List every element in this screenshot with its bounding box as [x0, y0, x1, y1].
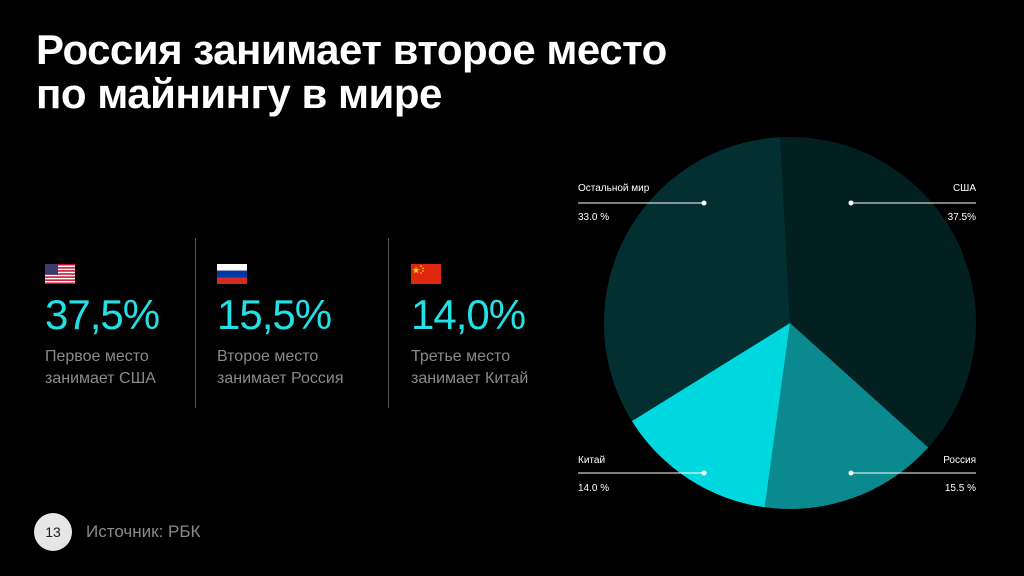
pie-slice-2 [631, 323, 790, 508]
stat-desc-usa: Первое место занимает США [45, 346, 159, 390]
stat-desc-line-2: занимает Россия [217, 370, 344, 387]
slice-label-name: США [953, 183, 976, 194]
title-line-1: Россия занимает второе место [36, 26, 667, 73]
slice-label-name: Остальной мир [578, 183, 650, 194]
flag-usa-icon [45, 264, 75, 284]
stat-value-usa: 37,5% [45, 291, 160, 338]
stat-desc-line-2: занимает США [45, 370, 156, 387]
stat-russia: 15,5% Второе место занимает Россия [217, 264, 344, 390]
stat-desc-china: Третье место занимает Китай [411, 346, 528, 390]
pie-slice-1 [764, 323, 929, 509]
slice-label-value: 33.0 % [578, 212, 609, 223]
label-dot [848, 200, 854, 206]
stat-desc-line-1: Второе место [217, 348, 319, 365]
stat-divider [195, 238, 196, 408]
stat-desc-line-1: Третье место [411, 348, 511, 365]
source-note: Источник: РБК [86, 522, 201, 541]
page-title: Россия занимает второе место по майнингу… [36, 28, 936, 116]
flag-china-icon [411, 264, 441, 284]
slice-label-value: 14.0 % [578, 483, 609, 494]
stat-china: 14,0% Третье место занимает Китай [411, 264, 528, 390]
stat-usa: 37,5% Первое место занимает США [45, 264, 160, 390]
slice-label-name: Россия [943, 455, 976, 466]
pie-slice-3 [604, 137, 790, 422]
title-line-2: по майнингу в мире [36, 70, 442, 117]
stat-desc-line-1: Первое место [45, 348, 149, 365]
stat-desc-line-2: занимает Китай [411, 370, 529, 387]
slice-label-value: 37.5% [948, 212, 976, 223]
flag-russia-icon [217, 264, 247, 284]
slice-label-name: Китай [578, 455, 605, 466]
stat-value-russia: 15,5% [217, 291, 332, 338]
stat-divider [388, 238, 389, 408]
label-dot [848, 470, 854, 476]
pie-slice-0 [780, 137, 976, 448]
stat-desc-russia: Второе место занимает Россия [217, 346, 344, 390]
label-dot [701, 200, 707, 206]
page-number-badge: 13 [34, 513, 72, 551]
slice-label-value: 15.5 % [945, 483, 976, 494]
label-dot [701, 470, 707, 476]
stat-value-china: 14,0% [411, 291, 526, 338]
